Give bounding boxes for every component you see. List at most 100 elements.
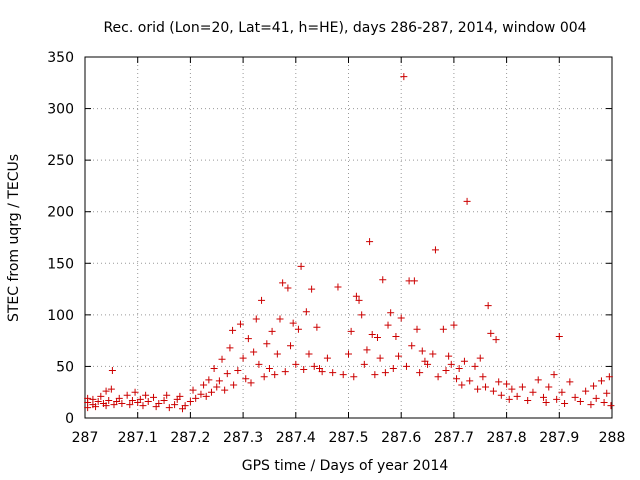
data-point bbox=[368, 330, 376, 338]
data-point bbox=[202, 392, 210, 400]
data-point bbox=[244, 335, 252, 343]
data-point bbox=[115, 394, 123, 402]
data-point bbox=[439, 325, 447, 333]
data-point bbox=[265, 364, 273, 372]
data-point bbox=[389, 364, 397, 372]
x-tick-label: 287.1 bbox=[118, 430, 158, 446]
data-point bbox=[402, 362, 410, 370]
data-point bbox=[144, 397, 152, 405]
data-point bbox=[513, 392, 521, 400]
data-point bbox=[281, 368, 289, 376]
data-point bbox=[294, 325, 302, 333]
data-point bbox=[463, 197, 471, 205]
data-point bbox=[561, 400, 569, 408]
data-point bbox=[221, 386, 229, 394]
data-point bbox=[455, 364, 463, 372]
data-point bbox=[376, 354, 384, 362]
data-point bbox=[89, 395, 97, 403]
data-point bbox=[234, 367, 242, 375]
grid-lines bbox=[85, 57, 612, 418]
data-point bbox=[492, 336, 500, 344]
data-point bbox=[313, 323, 321, 331]
data-point bbox=[223, 370, 231, 378]
x-tick-label: 287.6 bbox=[381, 430, 421, 446]
data-point bbox=[308, 285, 316, 293]
data-point bbox=[487, 329, 495, 337]
data-point bbox=[429, 350, 437, 358]
data-point bbox=[505, 395, 513, 403]
x-tick-label: 287 bbox=[72, 430, 99, 446]
x-tick-label: 287.2 bbox=[170, 430, 210, 446]
data-point bbox=[226, 344, 234, 352]
x-tick-label: 287.5 bbox=[328, 430, 368, 446]
data-point bbox=[597, 377, 605, 385]
y-tick-label: 100 bbox=[47, 308, 74, 324]
data-point bbox=[363, 346, 371, 354]
data-point bbox=[271, 371, 279, 379]
data-point bbox=[566, 378, 574, 386]
data-point bbox=[126, 401, 134, 409]
x-tick-label: 287.9 bbox=[539, 430, 579, 446]
axes: 287 287.1 287.2 287.3 287.4 287.5 287.6 287.7 28… bbox=[47, 50, 625, 446]
data-point bbox=[392, 333, 400, 341]
data-point bbox=[476, 354, 484, 362]
data-point bbox=[453, 375, 461, 383]
data-point bbox=[484, 302, 492, 310]
data-point bbox=[539, 393, 547, 401]
data-point bbox=[347, 327, 355, 335]
data-point bbox=[255, 360, 263, 368]
x-tick-label: 288 bbox=[599, 430, 626, 446]
data-point bbox=[482, 383, 490, 391]
data-point bbox=[105, 396, 113, 404]
data-point bbox=[424, 360, 432, 368]
data-point bbox=[142, 391, 150, 399]
data-point bbox=[139, 402, 147, 410]
data-point bbox=[323, 354, 331, 362]
data-point bbox=[550, 371, 558, 379]
data-point bbox=[192, 394, 200, 402]
y-tick-label: 200 bbox=[47, 205, 74, 221]
data-point bbox=[102, 402, 110, 410]
data-point bbox=[92, 403, 100, 411]
data-point bbox=[582, 387, 590, 395]
data-point bbox=[381, 369, 389, 377]
data-point bbox=[474, 385, 482, 393]
data-point bbox=[284, 284, 292, 292]
data-point bbox=[118, 400, 126, 408]
data-point bbox=[160, 396, 168, 404]
data-point bbox=[371, 371, 379, 379]
data-point bbox=[236, 320, 244, 328]
data-point bbox=[242, 375, 250, 383]
data-point bbox=[186, 397, 194, 405]
data-point bbox=[200, 381, 208, 389]
data-point bbox=[603, 389, 611, 397]
data-point bbox=[592, 394, 600, 402]
data-point bbox=[300, 366, 308, 374]
plot-frame bbox=[84, 56, 613, 419]
data-point bbox=[215, 377, 223, 385]
data-point bbox=[447, 360, 455, 368]
data-point bbox=[442, 367, 450, 375]
data-point bbox=[250, 348, 258, 356]
data-point bbox=[373, 334, 381, 342]
data-point bbox=[302, 308, 310, 316]
data-point bbox=[358, 311, 366, 319]
data-point bbox=[268, 327, 276, 335]
data-point bbox=[123, 391, 131, 399]
data-point bbox=[524, 396, 532, 404]
data-point bbox=[366, 238, 374, 246]
data-point bbox=[471, 362, 479, 370]
data-point bbox=[545, 383, 553, 391]
data-point bbox=[197, 390, 205, 398]
data-point bbox=[108, 367, 116, 375]
data-point bbox=[102, 387, 110, 395]
data-point bbox=[181, 402, 189, 410]
data-point bbox=[445, 352, 453, 360]
data-point bbox=[379, 276, 387, 284]
data-point bbox=[508, 385, 516, 393]
data-point bbox=[155, 400, 163, 408]
data-point bbox=[542, 399, 550, 407]
y-tick-label: 150 bbox=[47, 256, 74, 272]
data-point bbox=[434, 373, 442, 381]
data-point bbox=[165, 404, 173, 412]
